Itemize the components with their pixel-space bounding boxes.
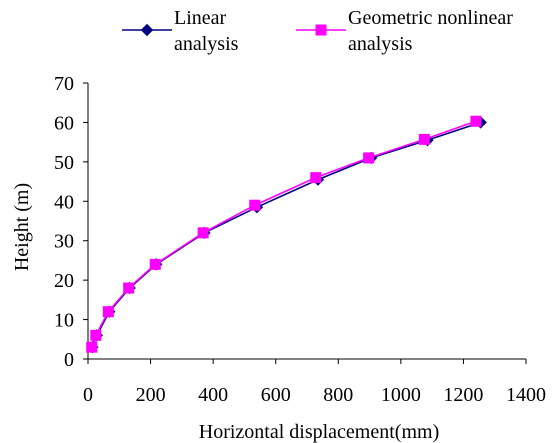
x-tick-label: 200 xyxy=(136,384,166,406)
legend-label-line: analysis xyxy=(174,33,239,55)
y-tick-label: 60 xyxy=(54,112,74,134)
x-tick-label: 1000 xyxy=(381,384,421,406)
square-marker xyxy=(363,152,375,164)
y-tick-label: 10 xyxy=(54,310,74,332)
series-2 xyxy=(86,115,482,353)
square-marker xyxy=(149,258,161,270)
x-tick-label: 800 xyxy=(323,384,353,406)
square-marker xyxy=(123,282,135,294)
square-marker xyxy=(102,306,114,318)
x-tick-label: 400 xyxy=(198,384,228,406)
legend-entry-2: Geometric nonlinear analysis xyxy=(296,7,513,55)
series-1 xyxy=(86,116,487,354)
series-line xyxy=(91,121,481,348)
square-marker xyxy=(315,24,327,36)
y-tick-label: 0 xyxy=(64,349,74,371)
legend-label-line: analysis xyxy=(348,33,413,55)
square-marker xyxy=(470,115,482,127)
y-tick-label: 50 xyxy=(54,152,74,174)
square-marker xyxy=(310,172,322,184)
x-tick-label: 600 xyxy=(261,384,291,406)
series-line xyxy=(90,120,477,348)
legend-entry-1: Linear analysis xyxy=(122,7,239,55)
x-axis-title: Horizontal displacement(mm) xyxy=(199,421,439,443)
square-marker xyxy=(249,199,261,211)
y-tick-label: 30 xyxy=(54,231,74,253)
y-axis-title: Height (m) xyxy=(11,183,33,271)
square-marker xyxy=(197,227,209,239)
x-tick-label: 1200 xyxy=(443,384,483,406)
x-tick-label: 1400 xyxy=(506,384,546,406)
square-marker xyxy=(86,341,98,353)
x-ticks: 0 200 400 600 800 1000 1200 1400 xyxy=(83,359,546,406)
x-tick-label: 0 xyxy=(83,384,93,406)
series-layer xyxy=(86,115,487,354)
square-marker xyxy=(90,329,102,341)
y-tick-label: 40 xyxy=(54,191,74,213)
square-marker xyxy=(418,133,430,145)
legend-label-line: Linear xyxy=(174,7,227,29)
plot-area: 0 10 20 30 40 50 60 70 0 200 400 600 800 1000 1200 140… xyxy=(54,73,546,406)
y-tick-label: 70 xyxy=(54,73,74,95)
y-tick-label: 20 xyxy=(54,270,74,292)
legend-label-line: Geometric nonlinear xyxy=(348,7,513,29)
diamond-marker xyxy=(140,23,154,37)
y-ticks: 0 10 20 30 40 50 60 70 xyxy=(54,73,88,371)
legend: Linear analysis Geometric nonlinear analysi… xyxy=(122,7,513,55)
